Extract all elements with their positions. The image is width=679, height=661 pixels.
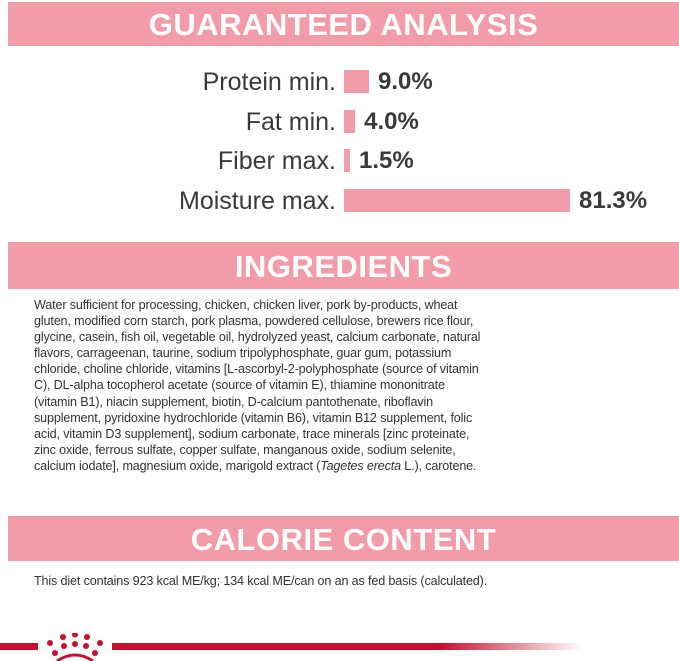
calorie-text: This diet contains 923 kcal ME/kg; 134 k…: [34, 574, 488, 588]
nutrient-label: Protein min.: [202, 68, 336, 96]
nutrient-bar: [344, 110, 356, 133]
nutrient-value: 81.3%: [579, 187, 648, 214]
ingredients-line: gluten, modified corn starch, pork plasm…: [34, 314, 474, 329]
nutrient-value: 4.0%: [364, 108, 419, 135]
analysis-row: Fat min. 4.0%: [0, 108, 679, 136]
nutrient-label: Fiber max.: [217, 147, 336, 175]
analysis-row: Moisture max. 81.3%: [0, 187, 679, 215]
nutrient-value: 9.0%: [378, 68, 433, 95]
ingredients-line: glycine, casein, fish oil, vegetable oil…: [34, 330, 481, 345]
analysis-row: Fiber max. 1.5%: [0, 147, 679, 175]
nutrient-bar: [344, 149, 350, 172]
ingredients-line: calcium iodate], magnesium oxide, marigo…: [34, 458, 477, 473]
nutrient-bar: [344, 189, 570, 212]
ingredients-line: supplement, pyridoxine hydrochloride (vi…: [34, 410, 473, 425]
analysis-row: Protein min. 9.0%: [0, 68, 679, 96]
ingredients-line: chloride, choline chloride, vitamins [L-…: [34, 362, 479, 377]
ingredients-line: acid, vitamin D3 supplement], sodium car…: [34, 426, 470, 441]
nutrient-bar: [344, 70, 370, 93]
nutrient-value: 1.5%: [359, 147, 414, 174]
ingredients-line: zinc oxide, ferrous sulfate, copper sulf…: [34, 442, 456, 457]
guaranteed-analysis-header: GUARANTEED ANALYSIS: [8, 2, 679, 46]
ingredients-line: Water sufficient for processing, chicken…: [34, 298, 458, 312]
ingredients-line: flavors, carrageenan, taurine, sodium tr…: [34, 346, 452, 361]
nutrient-label: Moisture max.: [179, 187, 336, 215]
nutrient-label: Fat min.: [245, 108, 336, 136]
ingredients-text: Water sufficient for processing, chicken…: [34, 297, 480, 474]
ingredients-line: C), DL-alpha tocopherol acetate (source …: [34, 378, 445, 393]
ingredients-header: INGREDIENTS: [8, 242, 679, 289]
calorie-content-header: CALORIE CONTENT: [8, 516, 679, 561]
crown-logo: [0, 633, 582, 661]
ingredients-line: (vitamin B1), niacin supplement, biotin,…: [34, 394, 433, 409]
